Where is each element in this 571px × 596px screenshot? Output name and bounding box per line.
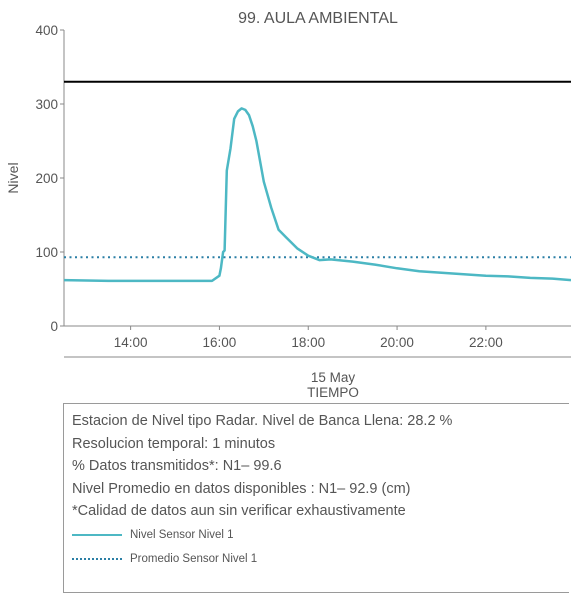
x-tick-label: 14:00 bbox=[114, 335, 148, 350]
info-temporal-resolution: Resolucion temporal: 1 minutos bbox=[72, 435, 276, 452]
date-label: 15 May bbox=[311, 370, 356, 385]
y-tick-label: 400 bbox=[35, 23, 58, 38]
info-average-level: Nivel Promedio en datos disponibles : N1… bbox=[72, 480, 411, 497]
info-data-quality-note: *Calidad de datos aun sin verificar exha… bbox=[72, 503, 406, 519]
reference-lines bbox=[64, 80, 571, 259]
legend-dotted-label: Promedio Sensor Nivel 1 bbox=[130, 552, 258, 565]
legend-item-dotted: Promedio Sensor Nivel 1 bbox=[72, 547, 569, 571]
x-tick-label: 22:00 bbox=[469, 335, 503, 350]
y-tick-label: 200 bbox=[35, 171, 58, 186]
info-box: Estacion de Nivel tipo Radar. Nivel de B… bbox=[63, 403, 569, 593]
info-station-type: Estacion de Nivel tipo Radar. Nivel de B… bbox=[72, 413, 453, 429]
y-tick-group: 0 100 200 300 400 bbox=[35, 23, 64, 334]
x-tick-group: 14:00 16:00 18:00 20:00 22:00 bbox=[114, 326, 503, 350]
legend-solid-label: Nivel Sensor Nivel 1 bbox=[130, 528, 234, 541]
series-line-nivel-sensor bbox=[63, 107, 571, 283]
info-data-transmitted: % Datos transmitidos*: N1– 99.6 bbox=[72, 458, 282, 474]
legend-dotted-swatch bbox=[72, 557, 122, 560]
chart-canvas: 99. AULA AMBIENTAL Nivel 0 100 200 300 400 1… bbox=[5, 10, 571, 400]
x-tick-label: 20:00 bbox=[380, 335, 414, 350]
legend-solid-swatch bbox=[72, 533, 122, 536]
chart-title: 99. AULA AMBIENTAL bbox=[238, 10, 398, 27]
x-tick-label: 18:00 bbox=[291, 335, 325, 350]
y-tick-label: 300 bbox=[35, 97, 58, 112]
legend-item-solid: Nivel Sensor Nivel 1 bbox=[72, 523, 569, 547]
y-tick-label: 100 bbox=[35, 245, 58, 260]
y-axis-label: Nivel bbox=[5, 162, 21, 193]
x-axis-label: TIEMPO bbox=[307, 385, 359, 400]
series-group bbox=[63, 107, 571, 283]
y-tick-label: 0 bbox=[50, 319, 58, 334]
x-tick-label: 16:00 bbox=[203, 335, 237, 350]
